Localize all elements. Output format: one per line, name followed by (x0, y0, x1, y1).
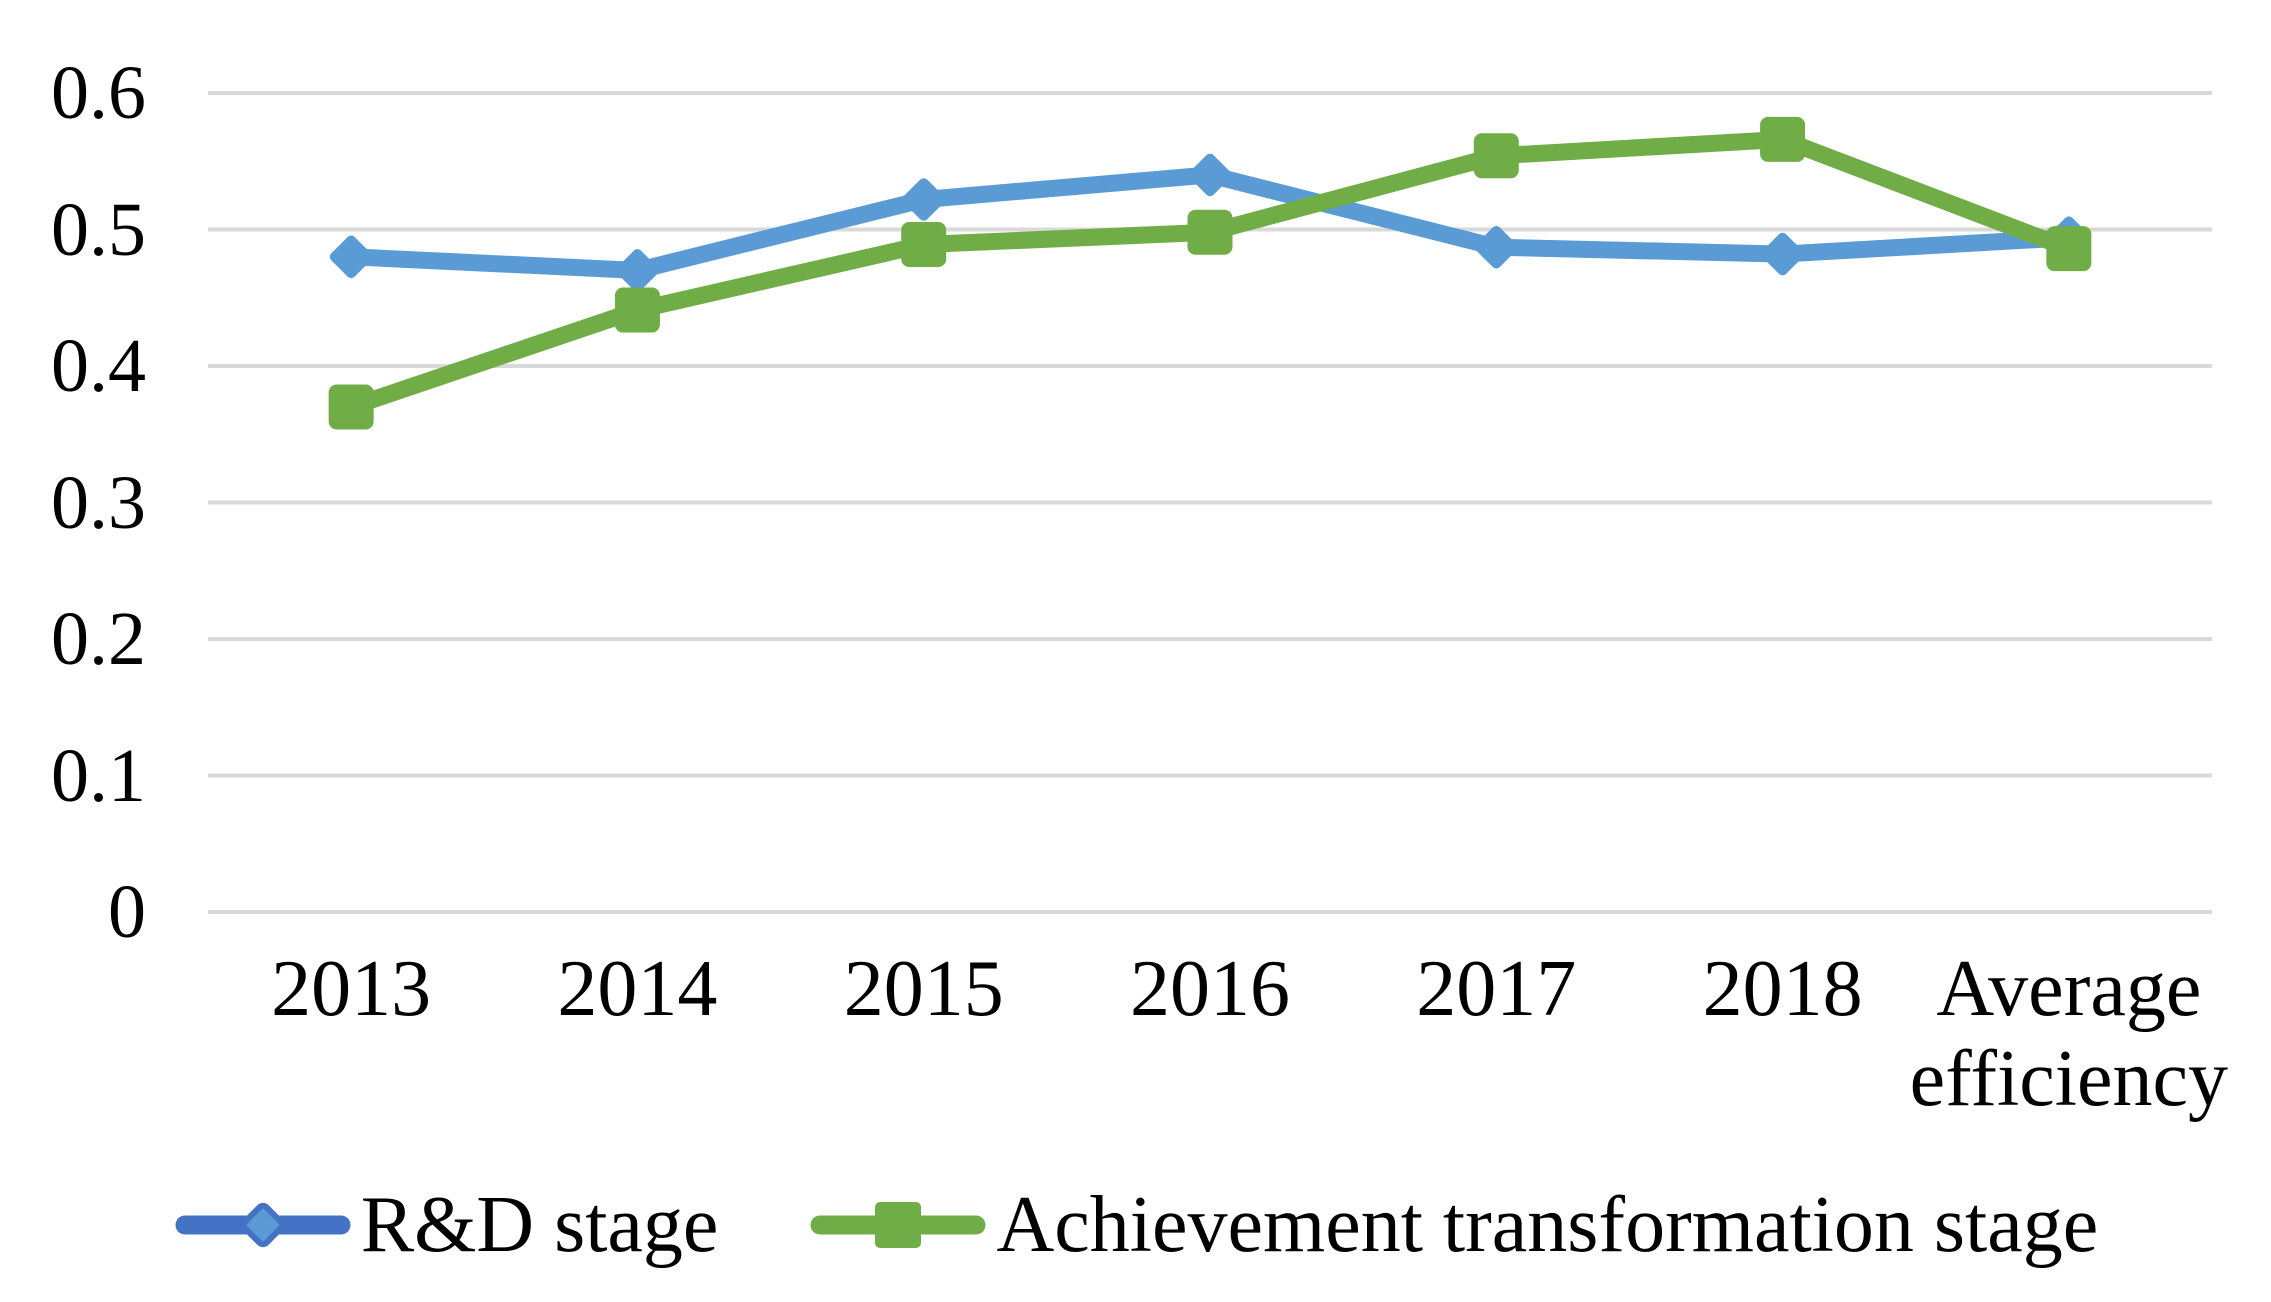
x-axis-label-2018: 2018 (1702, 945, 1863, 1033)
legend-line-square-icon (810, 1202, 986, 1248)
y-axis-label-0: 0 (108, 870, 146, 954)
y-axis-label-0.4: 0.4 (51, 324, 146, 408)
x-axis-label-2013: 2013 (271, 945, 432, 1033)
gridlines (208, 91, 2212, 914)
data-point-marker-square (614, 287, 660, 333)
y-axis-label-0.5: 0.5 (51, 187, 146, 272)
x-axis-label-2015: 2015 (843, 945, 1004, 1033)
data-point-marker-diamond (1475, 225, 1518, 269)
y-axis-label-0.3: 0.3 (51, 460, 146, 545)
data-point-marker-square (1473, 133, 1519, 179)
x-axis-label-2017: 2017 (1416, 945, 1577, 1033)
data-point-marker-diamond (902, 178, 945, 221)
series-achievement-transformation-stage (328, 116, 2092, 430)
data-point-marker-diamond (1761, 232, 1804, 276)
data-point-marker-square (328, 384, 374, 430)
legend-label: Achievement transformation stage (996, 1180, 2099, 1269)
data-point-marker-diamond (1188, 153, 1232, 197)
legend-line-diamond-icon (175, 1202, 351, 1248)
legend: R&D stage Achievement transformation sta… (0, 1160, 2271, 1290)
data-point-marker-square (1187, 209, 1233, 255)
data-point-marker-square (1760, 116, 1806, 162)
y-axis-label-0.2: 0.2 (51, 597, 146, 681)
data-point-marker-diamond (329, 235, 373, 279)
y-axis-label-0.1: 0.1 (51, 733, 146, 818)
series-r-d-stage (329, 153, 2091, 292)
data-point-marker-square (901, 222, 947, 268)
data-point-marker-square (2046, 226, 2092, 272)
legend-item-achievement-transformation-stage: Achievement transformation stage (808, 1179, 2098, 1271)
legend-item-rd-stage: R&D stage (173, 1179, 719, 1271)
x-axis-label-2014: 2014 (557, 945, 718, 1033)
data-point-marker-diamond (616, 249, 659, 292)
legend-label: R&D stage (360, 1180, 719, 1269)
x-axis-label-2016: 2016 (1130, 945, 1290, 1033)
y-axis-label-0.6: 0.6 (51, 51, 146, 135)
x-axis-label-average-efficiency: Average efficiency (1909, 945, 2228, 1124)
